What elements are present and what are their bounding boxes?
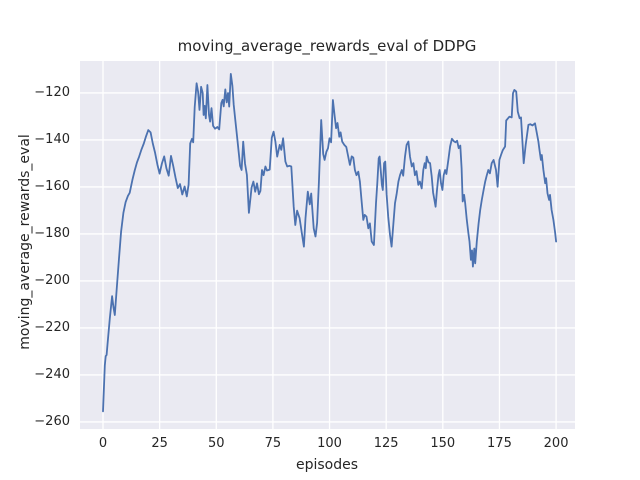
x-axis-label: episodes [295, 457, 359, 473]
x-tick-label: 100 [317, 436, 342, 451]
x-tick-label: 50 [207, 436, 225, 451]
x-tick-label: 125 [373, 436, 399, 451]
y-tick-label: −120 [34, 84, 70, 100]
x-tick-label: 200 [543, 436, 569, 451]
y-tick-label: −180 [34, 225, 70, 241]
y-axis-label: moving_average_rewards_eval [17, 134, 33, 350]
y-tick-label: −220 [34, 319, 70, 335]
y-tick-label: −260 [34, 413, 70, 429]
chart-title: moving_average_rewards_eval of DDPG [177, 37, 477, 55]
x-tick-label: 150 [430, 436, 456, 451]
reward-line [102, 73, 557, 413]
y-tick-label: −160 [34, 178, 70, 194]
x-tick-label: 75 [264, 436, 282, 451]
y-tick-label: −200 [34, 272, 70, 288]
plot-area [80, 61, 575, 429]
y-tick-label: −240 [34, 366, 70, 382]
x-tick-label: 0 [98, 436, 108, 451]
y-tick-label: −140 [34, 131, 70, 147]
x-tick-label: 175 [487, 436, 512, 451]
x-tick-label: 25 [151, 436, 168, 451]
